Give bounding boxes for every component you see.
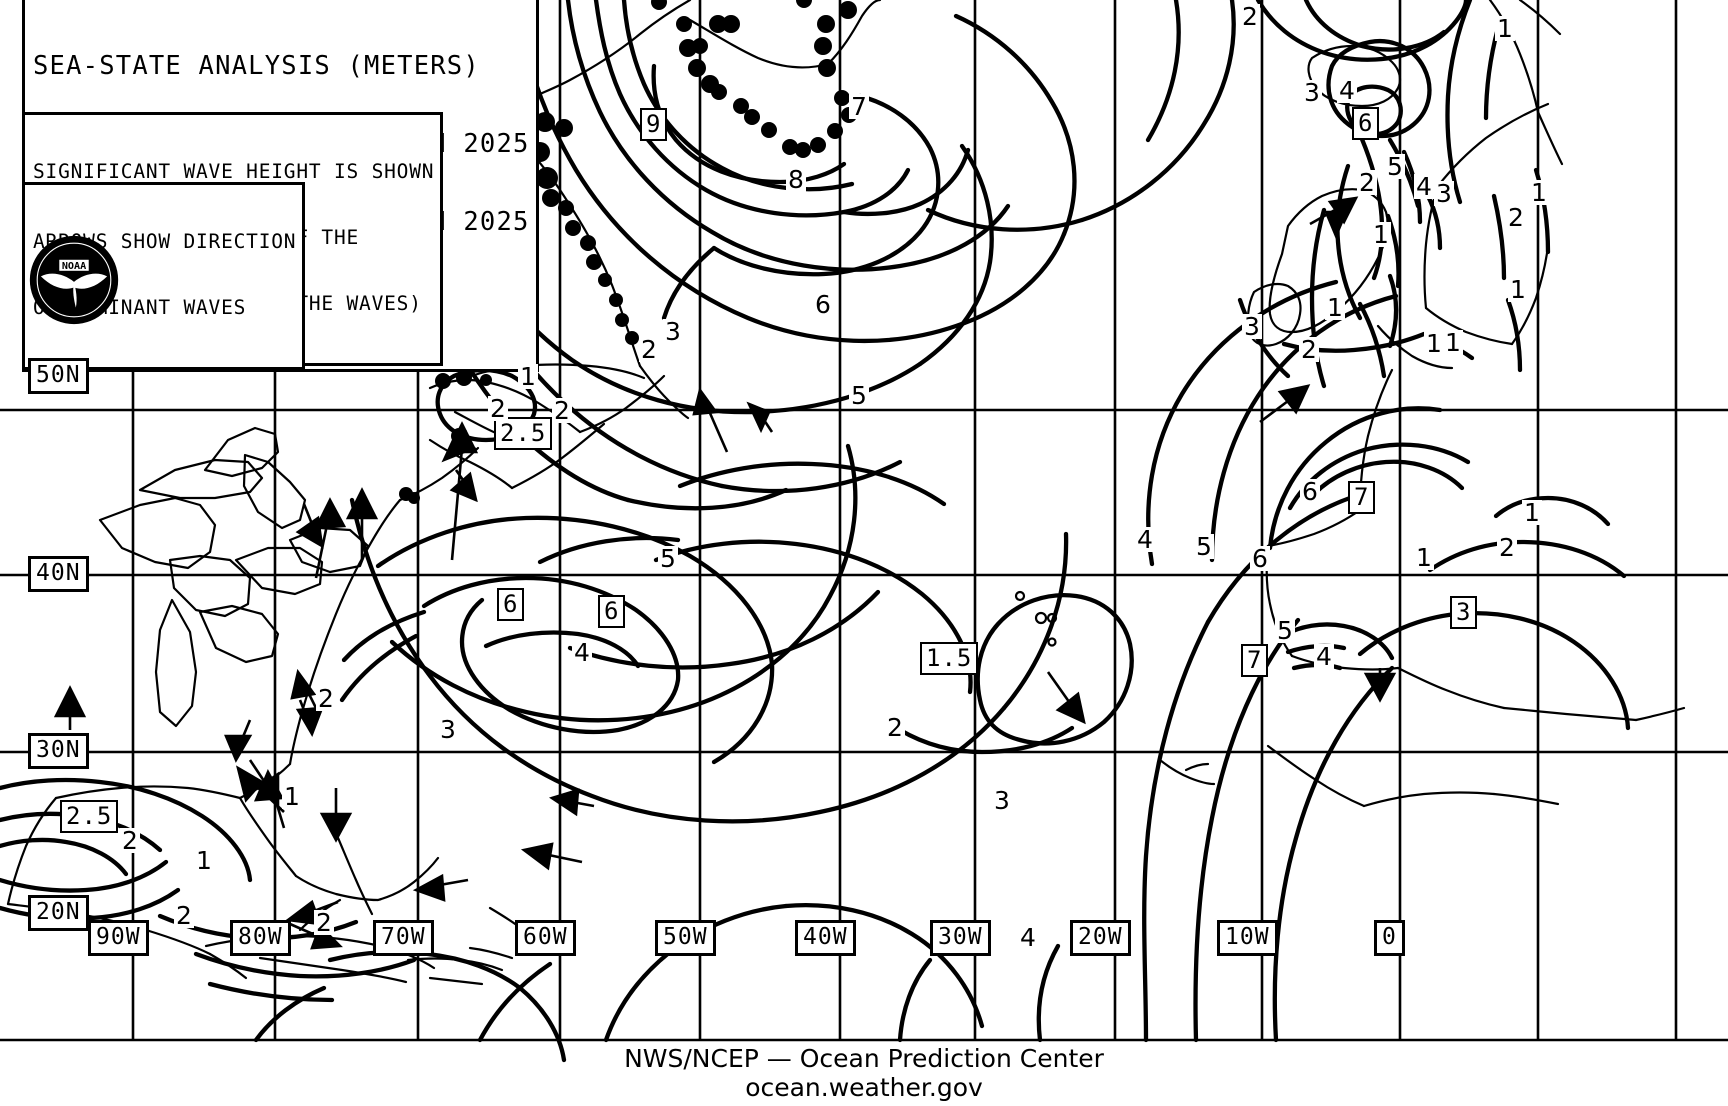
contour-max-label: 2.5 [494,417,553,450]
lon-label-80w: 80W [230,920,291,956]
lon-label-90w: 90W [88,920,149,956]
contour-label: 1 [194,846,214,875]
contour-label: 3 [1242,312,1262,341]
noaa-logo-text: NOAA [62,261,86,272]
swh-note-line-1: SIGNIFICANT WAVE HEIGHT IS SHOWN [33,160,435,183]
contour-label: 5 [1385,152,1405,181]
contour-label: 3 [438,715,458,744]
contour-label: 2 [120,826,140,855]
contour-label: 4 [572,638,592,667]
contour-min-label: 1.5 [920,642,979,675]
contour-max-label: 6 [1352,107,1380,140]
contour-label: 4 [1414,172,1434,201]
contour-label: 1 [1371,220,1391,249]
lon-label-20w: 20W [1070,920,1131,956]
lon-label-40w: 40W [795,920,856,956]
contour-max-label: 7 [1348,481,1376,514]
contour-label: 5 [1275,616,1295,645]
contour-label: 1 [1495,14,1515,43]
contour-label: 1 [1443,328,1463,357]
contour-label: 4 [1018,923,1038,952]
contour-max-label: 2.5 [60,800,119,833]
lon-label-0: 0 [1374,920,1405,956]
contour-label: 5 [1194,532,1214,561]
contour-max-label: 6 [497,588,525,621]
contour-label: 2 [1240,2,1260,31]
lat-label-50n: 50N [28,358,89,394]
lat-label-40n: 40N [28,556,89,592]
contour-label: 6 [1250,544,1270,573]
footer-agency: NWS/NCEP — Ocean Prediction Center [624,1044,1104,1073]
contour-label: 4 [1314,642,1334,671]
lat-label-30n: 30N [28,733,89,769]
contour-label: 5 [658,544,678,573]
contour-label: 1 [518,362,538,391]
contour-max-label: 9 [640,108,668,141]
contour-label: 1 [1529,178,1549,207]
contour-label: 8 [786,165,806,194]
contour-label: 3 [992,786,1012,815]
contour-label: 7 [849,92,869,121]
wave-direction-arrows [53,196,1397,950]
wave-height-contours [0,0,1631,1063]
contour-max-label: 3 [1450,596,1478,629]
contour-label: 3 [1302,78,1322,107]
contour-label: 2 [639,335,659,364]
contour-label: 2 [552,396,572,425]
contour-max-label: 7 [1241,644,1269,677]
contour-label: 4 [1337,76,1357,105]
contour-label: 1 [1424,329,1444,358]
lat-label-20n: 20N [28,895,89,931]
lon-label-30w: 30W [930,920,991,956]
contour-label: 5 [849,381,869,410]
contour-label: 1 [1522,498,1542,527]
contour-label: 2 [488,394,508,423]
contour-label: 2 [1299,335,1319,364]
arrow-direction-note: ARROWS SHOW DIRECTION OF DOMINANT WAVES [22,182,306,370]
contour-label: 2 [316,684,336,713]
contour-label: 2 [885,713,905,742]
contour-label: 2 [1497,533,1517,562]
contour-label: 1 [282,782,302,811]
contour-label: 4 [1135,525,1155,554]
lon-label-10w: 10W [1217,920,1278,956]
lon-label-60w: 60W [515,920,576,956]
contour-max-label: 6 [598,595,626,628]
contour-label: 2 [1506,203,1526,232]
contour-label: 2 [174,901,194,930]
lon-label-70w: 70W [373,920,434,956]
contour-label: 2 [314,908,334,937]
contour-label: 3 [1434,179,1454,208]
noaa-logo: NOAA [29,235,119,325]
contour-label: 1 [1508,275,1528,304]
contour-label: 1 [1414,543,1434,572]
contour-label: 6 [1300,477,1320,506]
contour-label: 2 [1357,168,1377,197]
contour-label: 1 [1325,293,1345,322]
analysis-title: SEA-STATE ANALYSIS (METERS) [33,51,480,81]
contour-label: 3 [663,317,683,346]
contour-label: 6 [813,290,833,319]
footer-website: ocean.weather.gov [745,1073,983,1102]
lon-label-50w: 50W [655,920,716,956]
